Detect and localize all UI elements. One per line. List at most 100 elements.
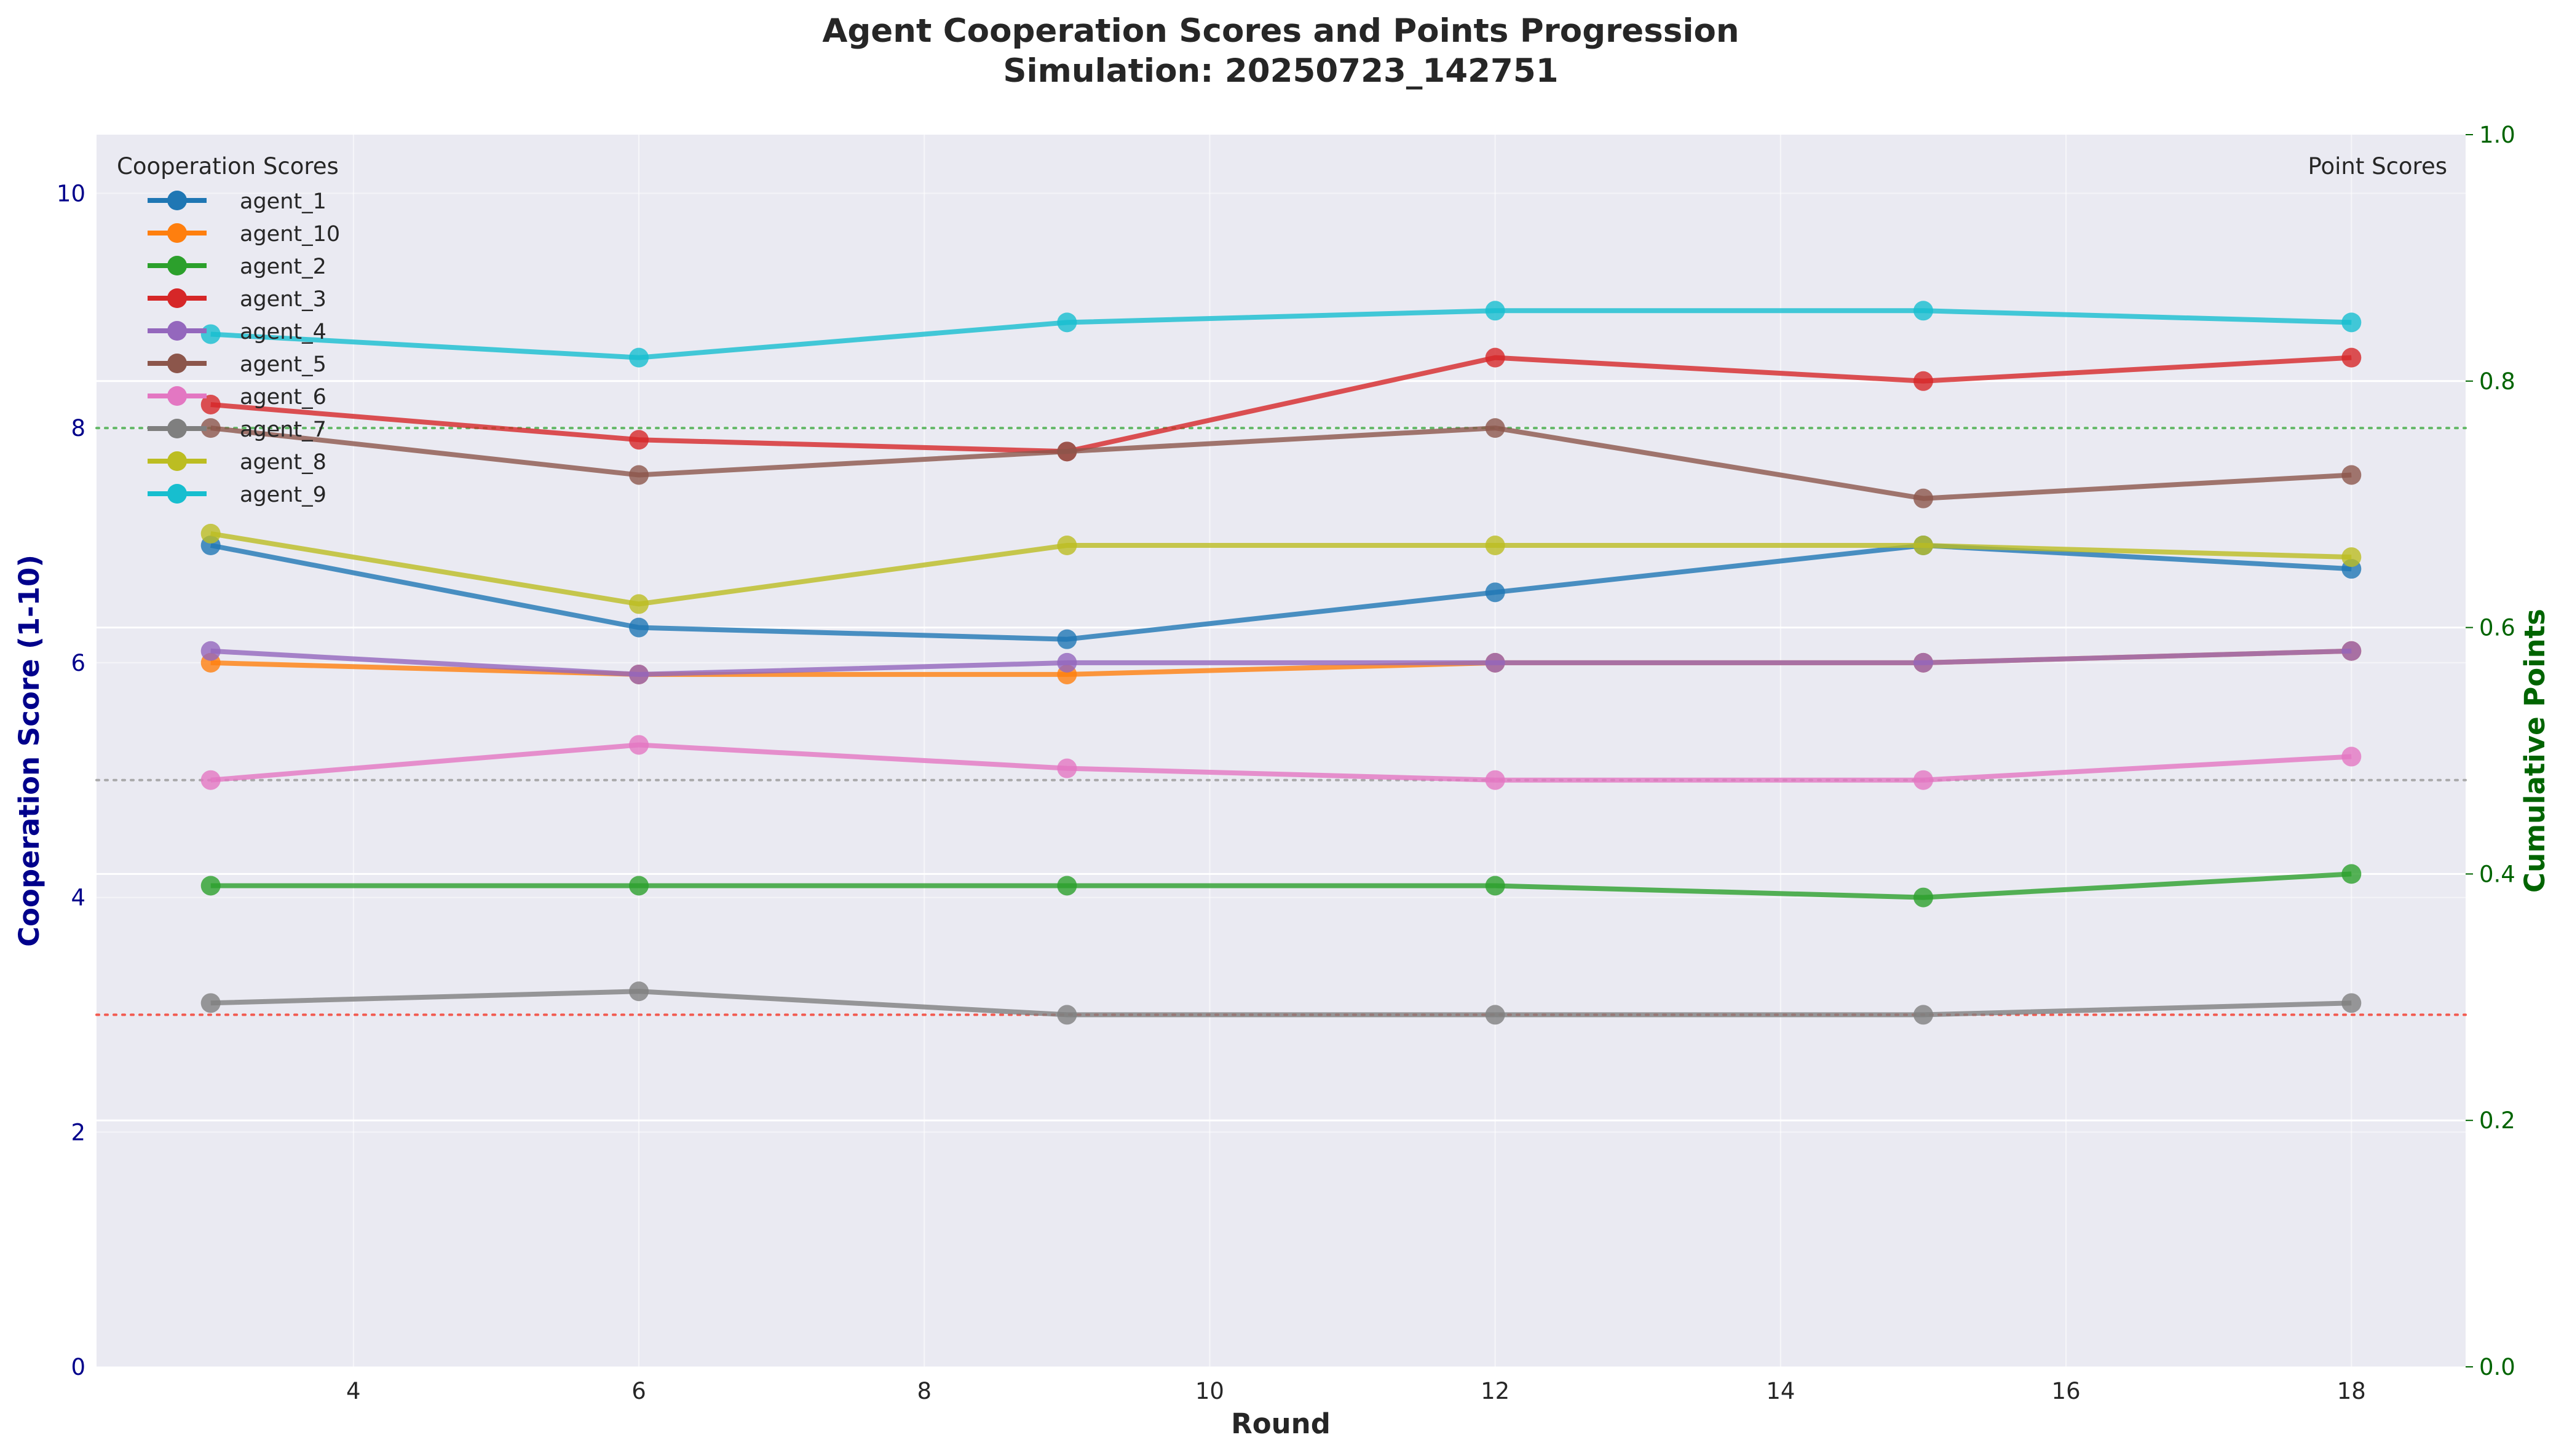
data-point xyxy=(1057,1005,1077,1025)
legend-title: Cooperation Scores xyxy=(117,153,339,180)
data-point xyxy=(1485,652,1505,673)
data-point xyxy=(1485,770,1505,790)
data-point xyxy=(1913,652,1933,673)
legend-marker xyxy=(167,288,187,308)
y-tick-label: 8 xyxy=(71,415,85,441)
data-point xyxy=(1057,652,1077,673)
y-tick-label: 0 xyxy=(71,1354,85,1380)
data-point xyxy=(1913,371,1933,391)
legend-marker xyxy=(167,484,187,504)
y2-tick-label: 0.6 xyxy=(2479,615,2515,641)
legend-marker xyxy=(167,451,187,471)
data-point xyxy=(1485,876,1505,896)
data-point xyxy=(1913,301,1933,321)
series-line xyxy=(210,742,2352,783)
legend-marker xyxy=(167,419,187,438)
data-point xyxy=(2341,641,2362,661)
legend-item: agent_7 xyxy=(148,417,326,442)
data-point xyxy=(629,981,649,1002)
y-tick-label: 6 xyxy=(71,650,85,676)
x-tick-label: 6 xyxy=(631,1378,646,1404)
y2-tick-label: 0.2 xyxy=(2479,1107,2515,1134)
x-tick-label: 4 xyxy=(346,1378,361,1404)
data-point xyxy=(200,993,221,1013)
data-point xyxy=(629,465,649,485)
plot-area xyxy=(97,135,2466,1367)
legend-item: agent_5 xyxy=(148,352,326,377)
data-point xyxy=(200,876,221,896)
data-point xyxy=(1057,758,1077,778)
series-agent_5 xyxy=(200,418,2362,508)
series-agent_7 xyxy=(200,981,2362,1025)
data-point xyxy=(2341,993,2362,1013)
x-axis-label: Round xyxy=(1231,1407,1331,1440)
x-tick-label: 12 xyxy=(1481,1378,1510,1404)
legend-item: agent_8 xyxy=(148,450,326,475)
y2-tick-label: 0.8 xyxy=(2479,368,2515,395)
y2-tick-label: 0.4 xyxy=(2479,861,2515,887)
data-point xyxy=(1057,629,1077,649)
legend-marker xyxy=(167,321,187,341)
legend-item: agent_6 xyxy=(148,385,326,410)
x-tick-label: 18 xyxy=(2337,1378,2366,1404)
legend-label: agent_3 xyxy=(240,287,326,312)
series-line xyxy=(210,531,2352,607)
data-point xyxy=(200,641,221,661)
legend-label: agent_5 xyxy=(240,352,326,377)
y-tick-label: 2 xyxy=(71,1119,85,1145)
legend-item: agent_1 xyxy=(148,189,326,214)
data-point xyxy=(200,523,221,544)
data-point xyxy=(200,770,221,790)
y2-axis-label: Cumulative Points xyxy=(2518,609,2551,893)
series-line xyxy=(210,871,2352,900)
axes: 4 6 8 10 12 14 16 18 0 2 4 6 8 10 0.0 0.2 0.4 0.6 0.8 1.0 xyxy=(57,122,2515,1404)
legend-marker xyxy=(167,223,187,243)
legend: agent_1 agent_10 agent_2 agent_3 agent_4agen… xyxy=(148,189,340,507)
series-agent_6 xyxy=(200,735,2362,790)
legend-item: agent_3 xyxy=(148,287,326,312)
data-point xyxy=(629,617,649,638)
data-point xyxy=(200,418,221,438)
data-point xyxy=(1913,770,1933,790)
data-point xyxy=(1057,536,1077,555)
series-line xyxy=(210,308,2352,360)
data-point xyxy=(200,324,221,344)
legend-item: agent_4 xyxy=(148,320,326,344)
legend-item: agent_2 xyxy=(148,255,326,279)
data-point xyxy=(1485,301,1505,321)
data-point xyxy=(2341,312,2362,333)
data-point xyxy=(629,347,649,368)
data-point xyxy=(2341,547,2362,568)
legend-label: agent_7 xyxy=(240,417,326,442)
y-axis-label: Cooperation Score (1-10) xyxy=(13,555,46,947)
x-tick-label: 8 xyxy=(917,1378,932,1404)
data-point xyxy=(1057,441,1077,462)
x-tick-label: 14 xyxy=(1766,1378,1795,1404)
legend-marker xyxy=(167,191,187,210)
data-point xyxy=(1485,582,1505,603)
series-line xyxy=(210,989,2352,1018)
y2-tick-label: 1.0 xyxy=(2479,122,2515,148)
data-point xyxy=(1913,1005,1933,1025)
legend-marker xyxy=(167,386,187,406)
legend-item: agent_9 xyxy=(148,483,326,507)
legend-label: agent_4 xyxy=(240,320,326,344)
data-point xyxy=(2341,746,2362,767)
chart-subtitle: Simulation: 20250723_142751 xyxy=(1003,52,1558,90)
data-point xyxy=(1485,536,1505,555)
legend2-title: Point Scores xyxy=(2308,153,2447,180)
data-point xyxy=(1485,418,1505,438)
data-point xyxy=(2341,465,2362,485)
series-line xyxy=(210,425,2352,501)
series-lines xyxy=(200,301,2362,1025)
data-point xyxy=(629,430,649,450)
data-point xyxy=(1057,876,1077,896)
legend-label: agent_2 xyxy=(240,255,326,279)
legend-label: agent_9 xyxy=(240,483,326,507)
data-point xyxy=(2341,864,2362,884)
series-agent_4 xyxy=(200,641,2362,684)
legend-label: agent_8 xyxy=(240,450,326,475)
series-line xyxy=(210,648,2352,677)
